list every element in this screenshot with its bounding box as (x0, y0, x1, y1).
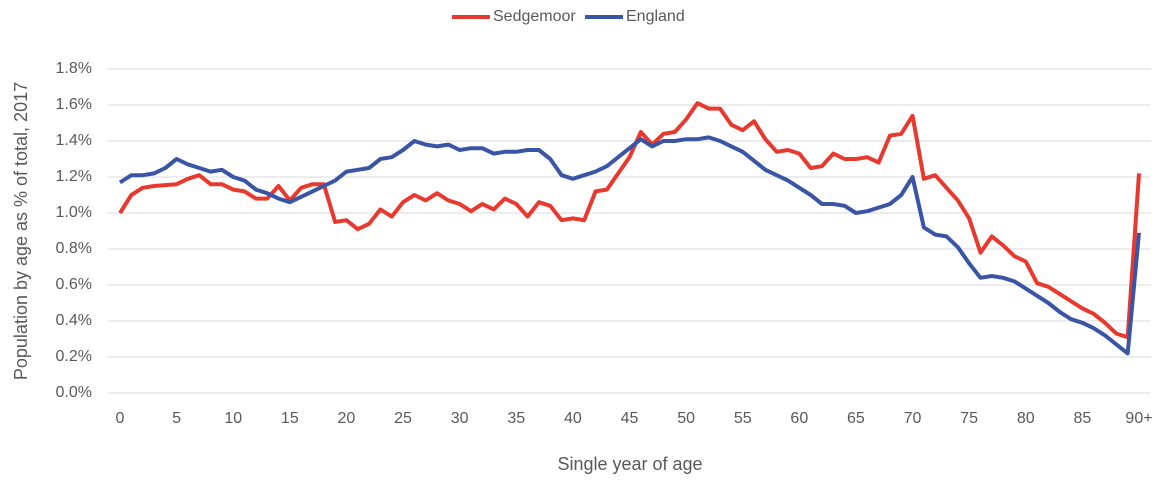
x-tick-label: 60 (790, 410, 808, 427)
y-tick-label: 0.4% (56, 312, 92, 329)
x-tick-label: 90+ (1125, 410, 1152, 427)
y-tick-label: 1.2% (56, 168, 92, 185)
x-tick-label: 80 (1017, 410, 1035, 427)
x-tick-label: 65 (847, 410, 865, 427)
y-tick-label: 1.6% (56, 96, 92, 113)
x-tick-label: 10 (224, 410, 242, 427)
x-tick-label: 85 (1073, 410, 1091, 427)
y-tick-label: 1.0% (56, 204, 92, 221)
x-tick-label: 70 (904, 410, 922, 427)
series-line (118, 101, 1141, 340)
legend-label: Sedgemoor (493, 8, 576, 25)
x-tick-label: 55 (734, 410, 752, 427)
series-line (118, 135, 1141, 356)
y-tick-label: 0.8% (56, 240, 92, 257)
x-tick-label: 25 (394, 410, 412, 427)
x-tick-label: 35 (507, 410, 525, 427)
x-tick-label: 20 (338, 410, 356, 427)
x-tick-label: 15 (281, 410, 299, 427)
x-tick-label: 45 (621, 410, 639, 427)
legend-label: England (626, 8, 685, 25)
x-axis-title: Single year of age (557, 454, 702, 474)
y-axis-title: Population by age as % of total, 2017 (11, 82, 31, 380)
y-tick-label: 1.4% (56, 132, 92, 149)
y-tick-label: 0.2% (56, 348, 92, 365)
x-tick-label: 75 (960, 410, 978, 427)
y-tick-label: 0.0% (56, 384, 92, 401)
x-tick-label: 40 (564, 410, 582, 427)
y-tick-label: 0.6% (56, 276, 92, 293)
y-tick-label: 1.8% (56, 60, 92, 77)
x-tick-label: 0 (116, 410, 125, 427)
x-tick-label: 5 (172, 410, 181, 427)
x-tick-label: 50 (677, 410, 695, 427)
x-tick-label: 30 (451, 410, 469, 427)
